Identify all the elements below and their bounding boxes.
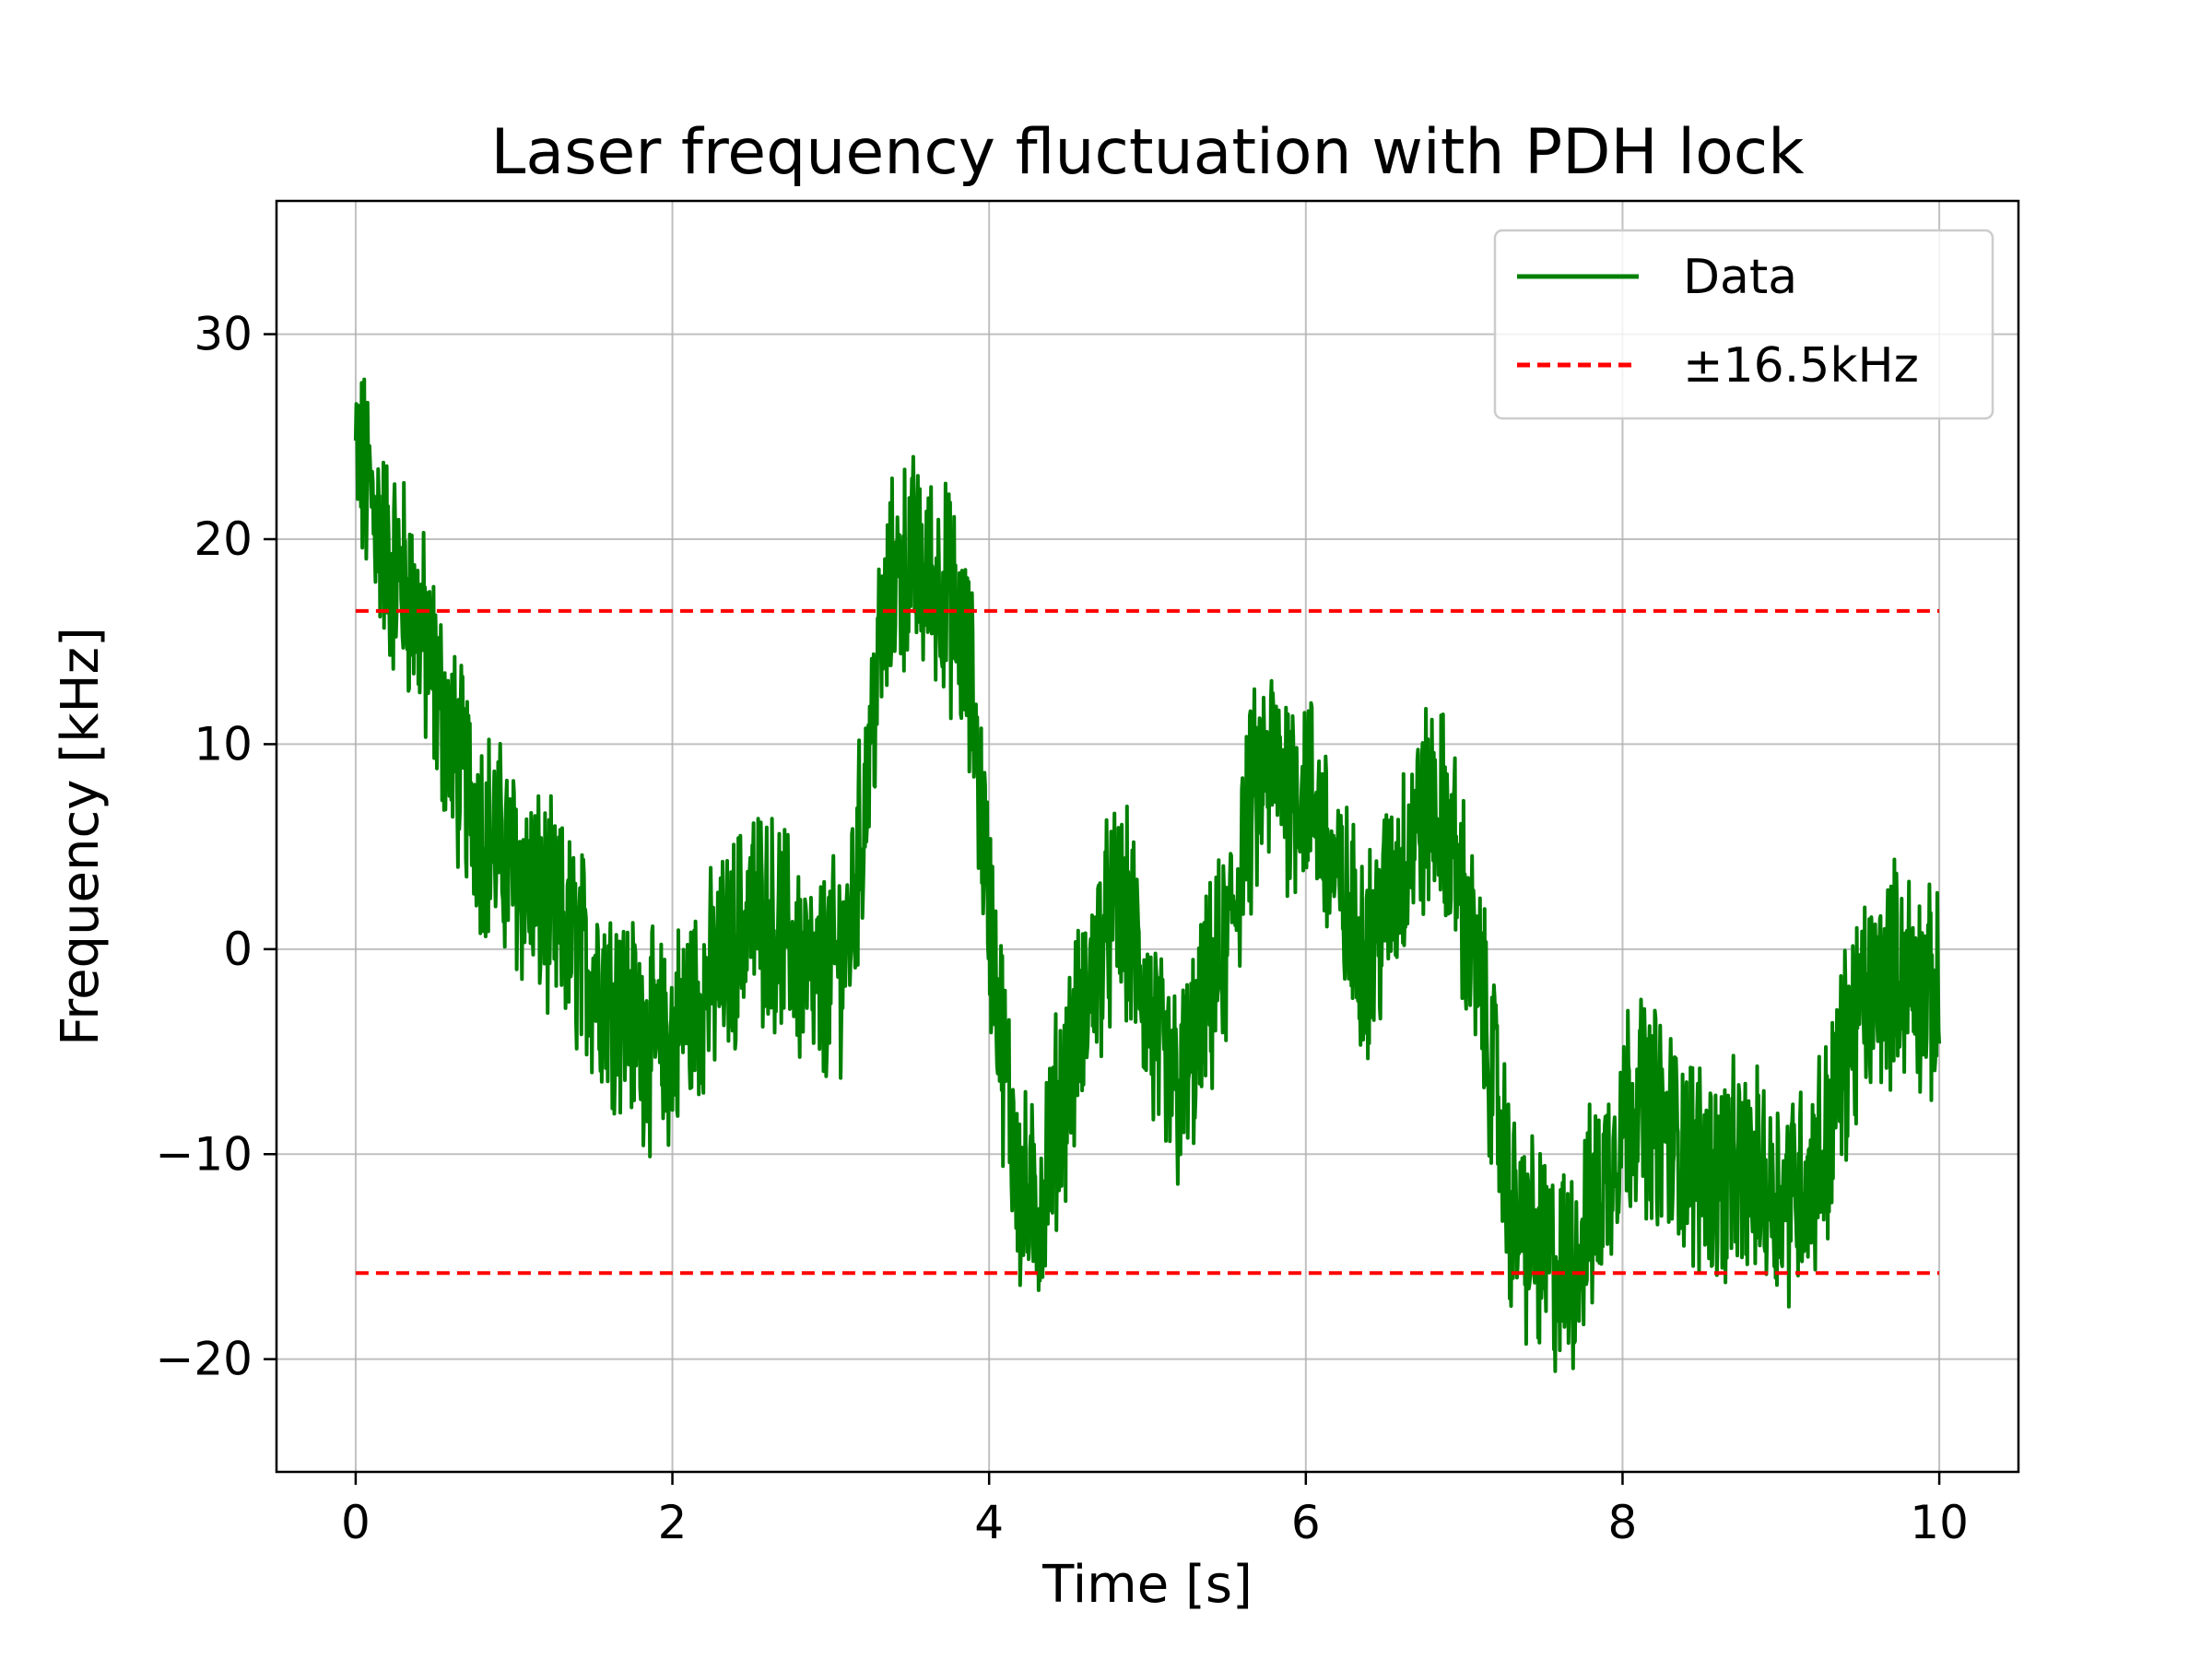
y-axis-title: Frequency [kHz] <box>51 627 111 1046</box>
x-tick-label: 4 <box>974 1496 1004 1549</box>
x-tick-label: 8 <box>1608 1496 1638 1549</box>
y-tick-label: −10 <box>155 1127 253 1181</box>
y-tick-label: −20 <box>155 1333 253 1386</box>
legend-label-threshold: ±16.5kHz <box>1683 338 1919 394</box>
data-series-line <box>353 377 1942 1373</box>
x-tick-label: 6 <box>1291 1496 1321 1549</box>
x-tick-label: 2 <box>658 1496 688 1549</box>
x-tick-label: 10 <box>1910 1496 1969 1549</box>
y-tick-label: 20 <box>194 512 253 566</box>
y-tick-label: 0 <box>223 923 253 976</box>
axes-frame <box>275 199 2020 1474</box>
chart-title: Laser frequency fluctuation with PDH loc… <box>491 116 1806 189</box>
plot-area <box>353 377 1942 1373</box>
y-tick-label: 30 <box>194 308 253 361</box>
x-tick-label: 0 <box>341 1496 371 1549</box>
y-tick-label: 10 <box>194 717 253 771</box>
x-axis-title: Time [s] <box>1041 1555 1253 1615</box>
legend-label-data: Data <box>1683 250 1797 305</box>
axis-ticks: 0 2 4 6 8 10 −20 −10 0 10 20 30 <box>155 308 1968 1549</box>
legend: Data ±16.5kHz <box>1493 229 1994 420</box>
